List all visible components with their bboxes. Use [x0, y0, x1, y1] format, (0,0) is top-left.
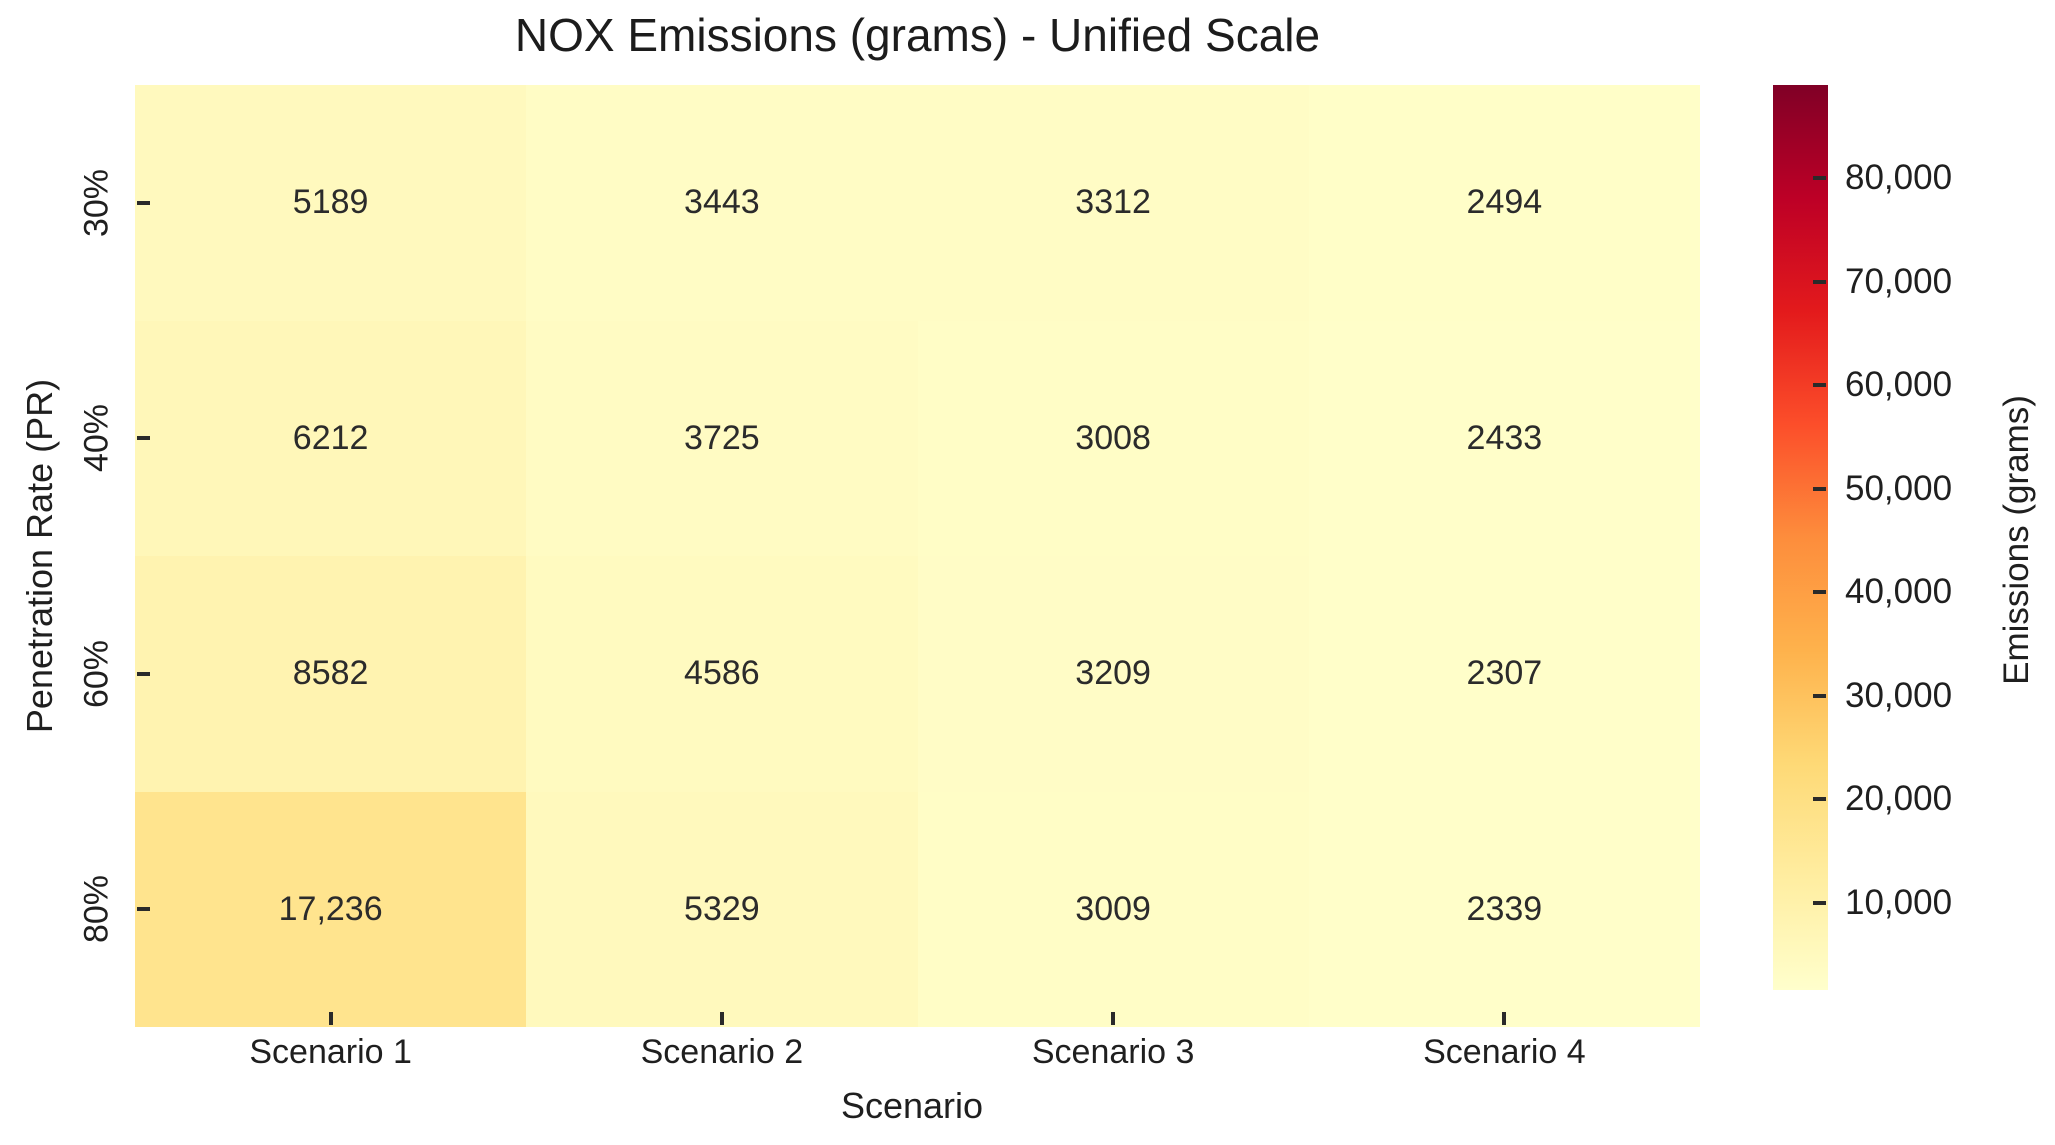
x-tick-mark [1502, 1012, 1507, 1025]
cell-value: 2339 [1466, 889, 1543, 928]
cell-value: 3008 [1075, 418, 1151, 457]
heatmap-cell: 5189 [135, 85, 527, 321]
y-tick-mark [137, 671, 150, 676]
colorbar [1773, 85, 1828, 990]
y-tick-mark [137, 907, 150, 912]
heatmap-cell: 3443 [526, 85, 918, 321]
heatmap-cell: 3009 [917, 791, 1309, 1027]
heatmap-cell: 6212 [135, 320, 527, 556]
heatmap-cell: 3725 [526, 320, 918, 556]
colorbar-tick-label: 40,000 [1845, 572, 1953, 612]
y-tick-mark [137, 200, 150, 205]
cell-value: 3209 [1075, 654, 1151, 693]
x-axis-label: Scenario [840, 1085, 984, 1126]
cell-value: 3009 [1075, 889, 1151, 928]
heatmap-grid: 5189 3443 3312 2494 6212 3725 3008 2433 8582 4586… [135, 85, 1700, 1027]
colorbar-tick-label: 10,000 [1845, 883, 1953, 923]
heatmap-cell: 3008 [917, 320, 1309, 556]
cell-value: 17,236 [278, 889, 383, 928]
x-tick-label: Scenario 3 [1031, 1033, 1195, 1071]
x-tick-mark [328, 1012, 333, 1025]
x-tick-label: Scenario 2 [640, 1033, 804, 1071]
heatmap-cell: 17,236 [135, 791, 527, 1027]
y-tick-label: 30% [77, 168, 116, 237]
colorbar-tick-mark [1813, 693, 1826, 698]
heatmap-cell: 2339 [1308, 791, 1700, 1027]
y-tick-label: 40% [77, 404, 116, 473]
heatmap-cell: 8582 [135, 556, 527, 792]
colorbar-tick-label: 20,000 [1845, 779, 1953, 819]
colorbar-tick-label: 70,000 [1845, 261, 1953, 301]
x-tick-label: Scenario 1 [249, 1033, 412, 1071]
heatmap-cell: 2307 [1308, 556, 1700, 792]
cell-value: 5329 [684, 889, 760, 928]
y-tick-mark [137, 436, 150, 441]
cell-value: 3443 [684, 183, 760, 222]
colorbar-tick-label: 60,000 [1845, 365, 1953, 405]
cell-value: 6212 [292, 418, 369, 457]
cell-value: 3725 [684, 418, 760, 457]
y-tick-label: 60% [77, 639, 116, 708]
heatmap-cell: 2494 [1308, 85, 1700, 321]
colorbar-tick-label: 80,000 [1845, 158, 1953, 198]
cell-value: 2494 [1466, 183, 1543, 222]
x-tick-mark [1111, 1012, 1116, 1025]
colorbar-tick-mark [1813, 901, 1826, 906]
colorbar-tick-mark [1813, 797, 1826, 802]
heatmap-cell: 3209 [917, 556, 1309, 792]
y-tick-label: 80% [77, 875, 116, 944]
heatmap-cell: 3312 [917, 85, 1309, 321]
cell-value: 3312 [1075, 183, 1151, 222]
heatmap-cell: 5329 [526, 791, 918, 1027]
colorbar-tick-mark [1813, 486, 1826, 491]
y-axis-label: Penetration Rate (PR) [19, 378, 60, 734]
colorbar-tick-label: 30,000 [1845, 675, 1953, 715]
x-tick-label: Scenario 4 [1423, 1033, 1586, 1071]
cell-value: 5189 [292, 183, 369, 222]
cell-value: 2433 [1466, 418, 1543, 457]
chart-title: NOX Emissions (grams) - Unified Scale [514, 9, 1321, 61]
cell-value: 2307 [1466, 654, 1543, 693]
colorbar-tick-mark [1813, 279, 1826, 284]
colorbar-tick-mark [1813, 176, 1826, 181]
heatmap-cell: 4586 [526, 556, 918, 792]
colorbar-tick-label: 50,000 [1845, 468, 1953, 508]
x-tick-mark [719, 1012, 724, 1025]
colorbar-tick-mark [1813, 383, 1826, 388]
colorbar-tick-mark [1813, 590, 1826, 595]
cell-value: 8582 [292, 654, 369, 693]
heatmap-cell: 2433 [1308, 320, 1700, 556]
cell-value: 4586 [684, 654, 760, 693]
colorbar-label: Emissions (grams) [1997, 395, 2036, 685]
